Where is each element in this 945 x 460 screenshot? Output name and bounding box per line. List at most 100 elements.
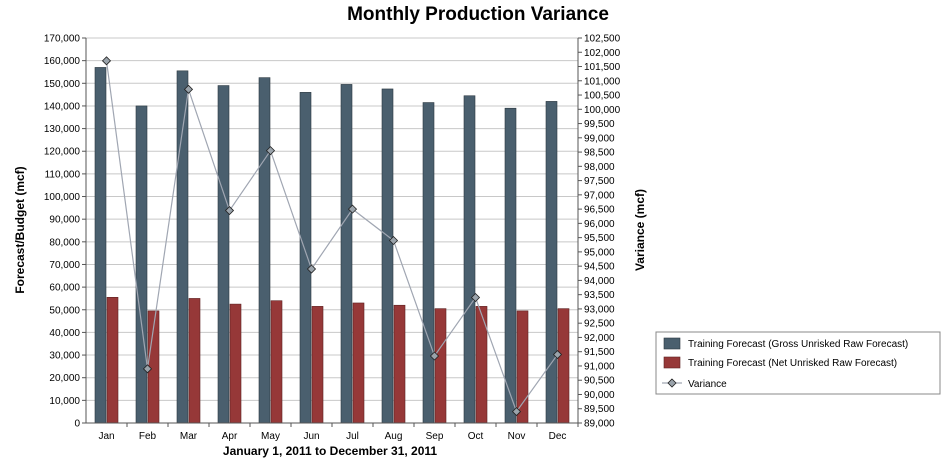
x-tick-label-jan: Jan [98,431,114,442]
y-tick-label: 120,000 [44,147,81,158]
legend-marker-variance [667,378,677,388]
y-tick-label: 160,000 [44,56,81,67]
y2-tick-label: 101,500 [584,62,621,73]
y-tick-label: 50,000 [49,305,80,316]
x-tick-label-jul: Jul [346,431,359,442]
y2-tick-label: 100,000 [584,105,621,116]
y2-tick-label: 96,000 [584,219,615,230]
y-tick-label: 90,000 [49,215,80,226]
legend-label-variance: Variance [688,379,727,390]
y-tick-label: 100,000 [44,192,81,203]
y2-tick-label: 92,000 [584,333,615,344]
y2-tick-label: 98,000 [584,162,615,173]
variance-line-group [101,56,563,417]
y-tick-label: 0 [74,419,80,430]
bar-gross-dec [545,101,558,424]
y2-tick-label: 95,000 [584,247,615,258]
variance-point-jul [347,204,358,214]
x-tick-label-dec: Dec [549,431,567,442]
legend: Training Forecast (Gross Unrisked Raw Fo… [655,331,941,395]
y2-tick-label: 89,500 [584,404,615,415]
x-tick-label-feb: Feb [139,431,157,442]
y2-tick-label: 96,500 [584,205,615,216]
bar-net-sep [434,308,447,424]
y-tick-label: 20,000 [49,373,80,384]
y2-tick-label: 101,000 [584,76,621,87]
axes [85,38,579,424]
bar-gross-aug [381,88,394,424]
y2-tick-label: 97,500 [584,176,615,187]
bar-gross-mar [176,70,189,424]
left-axis-tick-labels: 0 10,000 20,000 30,000 40,000 50,000 60,000 70,… [44,34,86,430]
y-tick-label: 150,000 [44,79,81,90]
x-axis-title: January 1, 2011 to December 31, 2011 [223,444,437,458]
variance-line [105,60,558,413]
y-tick-label: 10,000 [49,396,80,407]
x-tick-label-may: May [261,431,280,442]
bar-net-apr [229,303,242,424]
y2-tick-label: 95,500 [584,233,615,244]
bar-net-mar [188,298,201,424]
y2-tick-label: 93,000 [584,304,615,315]
variance-point-jan [101,56,112,66]
x-tick-label-oct: Oct [468,431,484,442]
bar-net-dec [557,308,570,424]
variance-point-dec [552,349,563,360]
y-tick-label: 170,000 [44,34,81,45]
variance-point-nov [511,407,522,417]
y2-tick-label: 89,000 [584,419,615,430]
y2-tick-label: 99,000 [584,133,615,144]
bar-gross-nov [504,107,517,424]
bar-net-jan [106,297,119,424]
bar-gross-jul [340,84,353,424]
y2-tick-label: 90,500 [584,376,615,387]
bar-gross-oct [463,95,476,424]
bar-gross-may [258,77,271,424]
x-tick-label-jun: Jun [303,431,319,442]
chart-title: Monthly Production Variance [347,4,609,25]
y2-tick-label: 98,500 [584,148,615,159]
right-axis-tick-labels: 89,000 89,500 90,000 90,500 91,000 91,500 92,0… [578,34,621,430]
variance-point-jun [306,264,317,274]
x-tick-label-apr: Apr [222,431,238,442]
y2-tick-label: 91,500 [584,347,615,358]
variance-point-oct [470,292,481,303]
y2-tick-label: 90,000 [584,390,615,401]
legend-swatch-net [663,356,681,369]
bar-net-nov [516,310,529,424]
x-tick-label-mar: Mar [180,431,198,442]
bar-gross-feb [135,105,148,424]
variance-point-mar [183,84,194,94]
y-axis-title: Forecast/Budget (mcf) [13,166,27,293]
y2-tick-label: 93,500 [584,290,615,301]
bar-net-jun [311,306,324,424]
y2-tick-label: 99,500 [584,119,615,130]
bar-gross-sep [422,102,435,424]
y2-tick-label: 102,000 [584,48,621,59]
x-axis-tick-labels: Jan Feb Mar Apr May Jun Jul Aug Sep Oct Nov Dec [98,423,579,442]
y-tick-label: 130,000 [44,124,81,135]
bar-net-may [270,300,283,424]
legend-label-net: Training Forecast (Net Unrisked Raw Fore… [688,358,897,369]
legend-box [655,331,941,395]
y-tick-label: 30,000 [49,351,80,362]
bar-gross-jan [94,67,107,424]
y2-tick-label: 92,500 [584,319,615,330]
y-tick-label: 110,000 [45,169,81,180]
variance-point-sep [429,351,440,361]
y2-tick-label: 100,500 [584,91,621,102]
x-tick-label-aug: Aug [385,431,403,442]
bar-net-jul [352,302,365,424]
y-tick-label: 80,000 [49,237,80,248]
variance-point-apr [224,205,235,216]
y-tick-label: 140,000 [44,101,81,112]
bar-net-aug [393,304,406,424]
legend-swatch-gross [663,337,681,350]
legend-label-gross: Training Forecast (Gross Unrisked Raw Fo… [688,339,908,350]
variance-point-feb [142,364,153,374]
y2-tick-label: 94,000 [584,276,615,287]
y2-tick-label: 102,500 [584,34,621,45]
y2-tick-label: 94,500 [584,262,615,273]
x-tick-label-sep: Sep [426,431,444,442]
